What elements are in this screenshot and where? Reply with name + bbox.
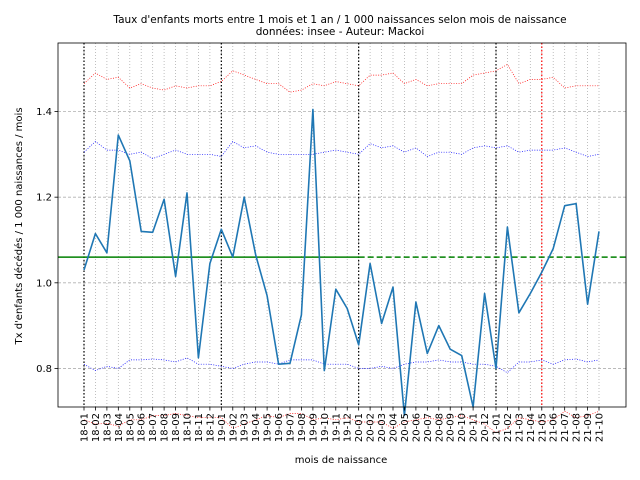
series-line-band-red-lower bbox=[83, 410, 600, 434]
y-tick-label: 0.8 bbox=[36, 364, 52, 375]
confidence-bands bbox=[83, 63, 600, 434]
series-line-band-blue-lower bbox=[83, 357, 600, 374]
x-tick-label: 19-04 bbox=[251, 413, 262, 442]
series bbox=[83, 108, 600, 417]
x-tick-label: 19-09 bbox=[308, 413, 319, 442]
plot-frame bbox=[57, 42, 627, 408]
x-tick-label: 20-01 bbox=[354, 413, 365, 442]
x-tick-label: 18-04 bbox=[114, 413, 125, 442]
x-tick-label: 18-07 bbox=[148, 413, 159, 442]
y-axis-label: Tx d'enfants décédés / 1 000 naissances … bbox=[13, 107, 25, 345]
x-tick-label: 20-10 bbox=[457, 413, 468, 442]
x-tick-label: 18-01 bbox=[80, 413, 91, 442]
x-tick-label: 18-06 bbox=[137, 413, 148, 442]
x-tick-label: 20-02 bbox=[366, 413, 377, 442]
x-tick-label: 21-02 bbox=[503, 413, 514, 442]
x-tick-label: 21-03 bbox=[514, 413, 525, 442]
x-tick-label: 21-04 bbox=[526, 413, 537, 442]
series-line-band-blue-upper bbox=[83, 141, 600, 159]
x-tick-label: 20-07 bbox=[423, 413, 434, 442]
x-tick-label: 19-05 bbox=[263, 413, 274, 442]
x-tick-label: 21-09 bbox=[583, 413, 594, 442]
x-tick-label: 18-12 bbox=[205, 413, 216, 442]
y-axis-ticks: 0.8 1.0 1.2 1.4 bbox=[36, 107, 58, 375]
x-tick-label: 21-10 bbox=[595, 413, 606, 442]
x-tick-label: 19-01 bbox=[217, 413, 228, 442]
x-axis-ticks: 18-01 18-02 18-03 18-04 18-05 18-06 18-07 18-08… bbox=[80, 407, 606, 442]
x-tick-label: 19-12 bbox=[343, 413, 354, 442]
y-tick-label: 1.2 bbox=[36, 193, 52, 204]
x-axis-label: mois de naissance bbox=[295, 455, 388, 466]
x-tick-label: 18-09 bbox=[171, 413, 182, 442]
x-tick-label: 20-04 bbox=[389, 413, 400, 442]
x-tick-label: 18-08 bbox=[160, 413, 171, 442]
chart-title: Taux d'enfants morts entre 1 mois et 1 a… bbox=[112, 14, 566, 26]
x-tick-label: 20-05 bbox=[400, 413, 411, 442]
series-line-main bbox=[83, 108, 600, 417]
x-tick-label: 19-08 bbox=[297, 413, 308, 442]
x-tick-label: 20-09 bbox=[446, 413, 457, 442]
chart-subtitle: données: insee - Auteur: Mackoi bbox=[256, 26, 424, 38]
series-line-band-red-upper bbox=[83, 63, 599, 93]
x-tick-label: 21-06 bbox=[549, 413, 560, 442]
x-tick-label: 18-02 bbox=[91, 413, 102, 442]
x-tick-label: 19-10 bbox=[320, 413, 331, 442]
grid bbox=[58, 43, 626, 407]
x-tick-label: 20-08 bbox=[434, 413, 445, 442]
y-tick-label: 1.4 bbox=[36, 107, 52, 118]
x-tick-label: 20-11 bbox=[469, 413, 480, 442]
x-tick-label: 21-07 bbox=[560, 413, 571, 442]
x-tick-label: 18-05 bbox=[125, 413, 136, 442]
x-tick-label: 18-10 bbox=[183, 413, 194, 442]
x-tick-label: 19-03 bbox=[240, 413, 251, 442]
y-tick-label: 1.0 bbox=[36, 278, 52, 289]
x-tick-label: 19-02 bbox=[228, 413, 239, 442]
x-tick-label: 20-03 bbox=[377, 413, 388, 442]
x-tick-label: 21-05 bbox=[537, 413, 548, 442]
x-tick-label: 19-07 bbox=[286, 413, 297, 442]
x-tick-label: 21-08 bbox=[572, 413, 583, 442]
x-tick-label: 19-11 bbox=[331, 413, 342, 442]
x-tick-label: 18-11 bbox=[194, 413, 205, 442]
x-tick-label: 18-03 bbox=[102, 413, 113, 442]
x-tick-label: 19-06 bbox=[274, 413, 285, 442]
x-tick-label: 21-01 bbox=[492, 413, 503, 442]
x-tick-label: 20-12 bbox=[480, 413, 491, 442]
year-markers bbox=[83, 43, 543, 407]
x-tick-label: 20-06 bbox=[411, 413, 422, 442]
